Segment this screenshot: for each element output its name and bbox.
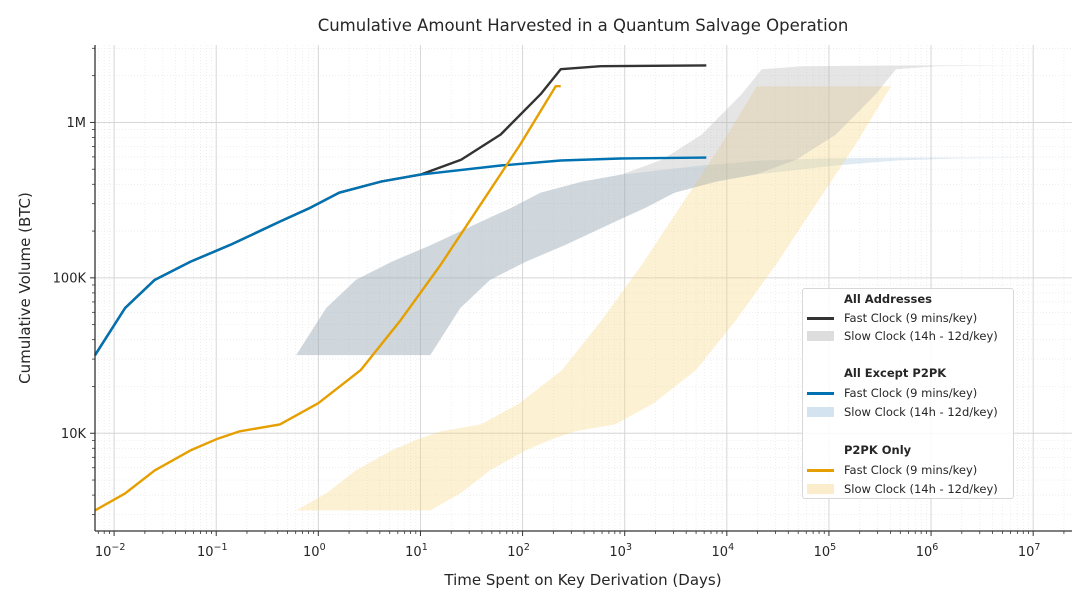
legend-label: Slow Clock (14h - 12d/key) xyxy=(844,329,998,343)
axes: 10−2 10−1 100 101 102 103 104 105 106 107 10K 100K 1… xyxy=(53,45,1072,560)
slow-clock-band-0 xyxy=(296,65,1042,356)
legend-item: Fast Clock (9 mins/key) xyxy=(807,385,977,401)
legend-label: Slow Clock (14h - 12d/key) xyxy=(844,482,998,496)
x-tick-label: 107 xyxy=(1018,542,1041,560)
y-tick-label: 100K xyxy=(53,271,87,286)
fast-clock-lines xyxy=(93,64,707,512)
slow-clock-band-2 xyxy=(296,86,896,511)
legend-item: Slow Clock (14h - 12d/key) xyxy=(807,328,998,344)
fast-clock-line-1 xyxy=(93,156,707,356)
x-tick-label: 102 xyxy=(507,542,530,560)
legend-group-title: All Except P2PK xyxy=(844,366,947,380)
legend-line-swatch xyxy=(807,391,834,395)
legend-item: Fast Clock (9 mins/key) xyxy=(807,310,977,326)
chart-title: Cumulative Amount Harvested in a Quantum… xyxy=(318,16,849,35)
x-tick-label: 10−1 xyxy=(197,542,228,560)
legend: All Addresses Fast Clock (9 mins/key) Sl… xyxy=(802,288,1014,499)
legend-item: Slow Clock (14h - 12d/key) xyxy=(807,404,998,420)
legend-group-title: P2PK Only xyxy=(844,443,912,457)
legend-item: Fast Clock (9 mins/key) xyxy=(807,462,977,478)
legend-label: Fast Clock (9 mins/key) xyxy=(844,311,978,325)
x-tick-label: 100 xyxy=(303,542,326,560)
y-axis-label: Cumulative Volume (BTC) xyxy=(16,192,34,384)
x-tick-label: 104 xyxy=(712,542,735,560)
legend-label: Slow Clock (14h - 12d/key) xyxy=(844,405,998,419)
legend-label: Fast Clock (9 mins/key) xyxy=(844,463,978,477)
legend-line-swatch xyxy=(807,468,834,472)
x-tick-label: 101 xyxy=(405,542,428,560)
legend-patch-swatch xyxy=(807,331,834,341)
minor-gridlines xyxy=(95,45,1072,531)
fast-clock-line-2 xyxy=(94,85,561,512)
legend-item: Slow Clock (14h - 12d/key) xyxy=(807,481,998,497)
legend-label: Fast Clock (9 mins/key) xyxy=(844,386,978,400)
legend-patch-swatch xyxy=(807,407,834,417)
x-axis-label: Time Spent on Key Derivation (Days) xyxy=(443,571,721,589)
y-tick-label: 10K xyxy=(61,427,87,442)
x-tick-label: 103 xyxy=(609,542,632,560)
x-tick-label: 10−2 xyxy=(95,542,126,560)
x-tick-label: 106 xyxy=(916,542,939,560)
y-tick-label: 1M xyxy=(67,116,87,131)
x-tick-label: 105 xyxy=(814,542,837,560)
legend-patch-swatch xyxy=(807,484,834,494)
legend-line-swatch xyxy=(807,316,834,320)
legend-group-title: All Addresses xyxy=(844,292,932,306)
